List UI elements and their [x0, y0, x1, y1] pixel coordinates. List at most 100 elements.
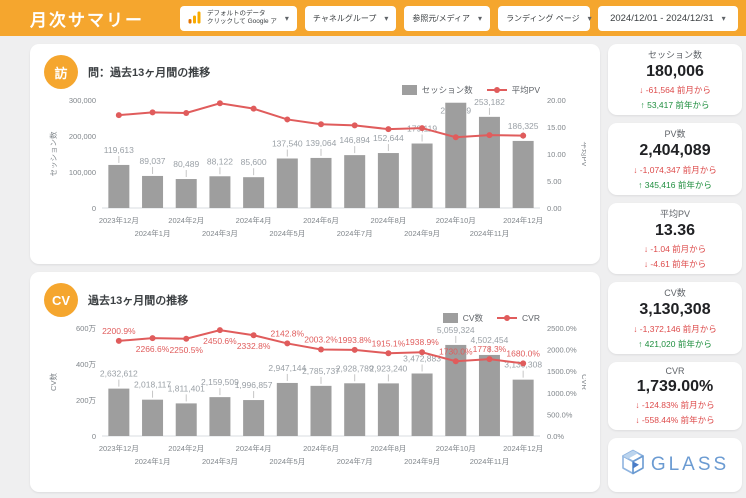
kpi-delta-mom: ↓ -61,564 前月から: [639, 85, 711, 96]
svg-text:2023年12月: 2023年12月: [99, 215, 139, 225]
bar-legend-swatch: [442, 313, 458, 323]
svg-text:1500.0%: 1500.0%: [547, 367, 577, 376]
kpi-value: 2,404,089: [639, 142, 711, 160]
kpi-title: セッション数: [647, 50, 702, 60]
svg-text:2,947,144: 2,947,144: [268, 363, 306, 373]
data-source-line2: クリックして Google ア: [207, 18, 277, 25]
svg-text:2024年11月: 2024年11月: [470, 228, 509, 238]
kpi-value: 3,130,308: [639, 301, 711, 319]
svg-text:4,502,454: 4,502,454: [471, 335, 509, 345]
line-legend-swatch: [497, 315, 518, 321]
google-analytics-icon: [188, 11, 201, 26]
kpi-delta-yoy: ↑ 53,417 前年から: [640, 100, 710, 111]
svg-text:1993.8%: 1993.8%: [338, 335, 372, 345]
kpi-title: CVR: [665, 365, 685, 376]
svg-text:1,811,401: 1,811,401: [168, 383, 205, 393]
date-range-label: 2024/12/01 - 2024/12/31: [610, 12, 714, 24]
svg-text:2,018,117: 2,018,117: [134, 380, 171, 390]
line-legend-label: 平均PV: [511, 85, 540, 95]
bar-legend-label: CV数: [462, 313, 484, 323]
svg-text:2,928,789: 2,928,789: [336, 363, 374, 373]
page-title: 月次サマリー: [30, 10, 144, 30]
svg-text:200,000: 200,000: [69, 132, 96, 141]
kpi-delta-mom: ↓ -1.04 前月から: [643, 244, 707, 255]
svg-text:2024年11月: 2024年11月: [470, 456, 509, 466]
svg-text:2024年5月: 2024年5月: [269, 456, 305, 466]
svg-text:2024年12月: 2024年12月: [503, 443, 543, 453]
svg-text:3,472,883: 3,472,883: [403, 353, 441, 363]
cv-chart-badge: CV: [44, 283, 78, 317]
line-legend-label: CVR: [522, 313, 540, 323]
sessions-chart-title: 問：過去13ヶ月間の推移: [88, 67, 211, 79]
svg-text:0.00: 0.00: [547, 204, 562, 213]
svg-text:CVR: CVR: [580, 374, 586, 390]
sessions-chart-badge: 訪: [44, 55, 78, 89]
svg-text:1778.3%: 1778.3%: [473, 344, 507, 354]
kpi-value: 13.36: [654, 221, 696, 239]
svg-text:平均PV: 平均PV: [580, 141, 586, 166]
svg-text:139,064: 139,064: [306, 138, 337, 148]
svg-text:2024年8月: 2024年8月: [370, 443, 406, 453]
sessions-chart: 0 100,000 200,000 300,000 0.00 5.00 10.00 15.00…: [48, 96, 586, 238]
header-bar: 月次サマリー デフォルトのデータ クリックして Google ア ▾ チャネルグ…: [0, 0, 746, 36]
svg-text:2024年9月: 2024年9月: [404, 228, 440, 238]
svg-text:1680.0%: 1680.0%: [506, 348, 540, 358]
svg-text:80,489: 80,489: [173, 159, 199, 169]
svg-text:500.0%: 500.0%: [547, 410, 573, 419]
kpi-title: CV数: [664, 288, 686, 299]
svg-text:2,923,240: 2,923,240: [369, 363, 407, 373]
svg-text:2,159,509: 2,159,509: [201, 377, 239, 387]
svg-text:300,000: 300,000: [69, 96, 96, 105]
landing-page-label: ランディング ページ: [506, 13, 580, 23]
kpi-card-cvr: CVR 1,739.00% ↓ -124.83% 前月から ↓ -558.44%…: [608, 361, 742, 430]
source-medium-dropdown[interactable]: 参照元/メディア ▾: [404, 5, 491, 31]
chevron-down-icon: ▾: [587, 13, 592, 23]
kpi-delta-mom: ↓ -1,074,347 前月から: [633, 164, 717, 175]
glass-logo-text: GLASS: [650, 453, 730, 475]
svg-text:2024年4月: 2024年4月: [236, 443, 272, 453]
source-medium-label: 参照元/メディア: [412, 13, 471, 23]
svg-text:2142.8%: 2142.8%: [271, 328, 305, 338]
svg-text:1730.0%: 1730.0%: [439, 346, 473, 356]
cv-chart-legend: CV数 CVR: [442, 312, 540, 324]
svg-text:2023年12月: 2023年12月: [99, 443, 139, 453]
svg-text:2024年10月: 2024年10月: [436, 443, 476, 453]
svg-text:600万: 600万: [76, 324, 97, 333]
bar-legend-label: セッション数: [421, 85, 473, 95]
sessions-chart-legend: セッション数 平均PV: [401, 84, 540, 96]
svg-text:2,632,612: 2,632,612: [100, 369, 138, 379]
svg-text:88,122: 88,122: [207, 156, 233, 166]
kpi-delta-mom: ↓ -124.83% 前月から: [635, 399, 715, 410]
cv-chart-card: CV 過去13ヶ月間の推移 CV数 CVR 0 200万 400万 600万 0.0% 5…: [30, 272, 600, 492]
svg-text:2200.9%: 2200.9%: [102, 326, 136, 336]
date-range-dropdown[interactable]: 2024/12/01 - 2024/12/31 ▾: [598, 5, 738, 31]
landing-page-dropdown[interactable]: ランディング ページ ▾: [498, 5, 592, 31]
kpi-column: セッション数 180,006 ↓ -61,564 前月から ↑ 53,417 前…: [608, 44, 742, 492]
svg-text:2024年1月: 2024年1月: [135, 456, 171, 466]
data-source-line1: デフォルトのデータ: [207, 9, 266, 17]
cv-chart-title: 過去13ヶ月間の推移: [88, 295, 189, 307]
kpi-card-sessions: セッション数 180,006 ↓ -61,564 前月から ↑ 53,417 前…: [608, 44, 742, 116]
svg-text:119,613: 119,613: [104, 145, 134, 155]
svg-text:152,644: 152,644: [373, 133, 404, 143]
svg-text:2024年2月: 2024年2月: [168, 215, 204, 225]
svg-text:186,325: 186,325: [508, 121, 539, 131]
cv-chart: 0 200万 400万 600万 0.0% 500.0% 1000.0% 1500.0% 200…: [48, 324, 586, 466]
svg-text:89,037: 89,037: [140, 156, 166, 166]
data-source-dropdown[interactable]: デフォルトのデータ クリックして Google ア ▾: [180, 5, 297, 31]
channel-group-dropdown[interactable]: チャネルグループ ▾: [304, 5, 397, 31]
kpi-delta-yoy: ↑ 345,416 前年から: [638, 179, 712, 190]
kpi-value: 180,006: [646, 63, 704, 80]
kpi-card-cv: CV数 3,130,308 ↓ -1,372,146 前月から ↑ 421,02…: [608, 282, 742, 354]
svg-text:0: 0: [92, 432, 96, 441]
svg-text:10.00: 10.00: [547, 150, 566, 159]
svg-text:1,996,857: 1,996,857: [235, 380, 273, 390]
svg-text:2024年3月: 2024年3月: [202, 228, 238, 238]
svg-text:253,182: 253,182: [474, 97, 505, 107]
svg-text:1915.1%: 1915.1%: [372, 338, 406, 348]
line-legend-swatch: [486, 87, 507, 93]
svg-text:セッション数: セッション数: [48, 131, 58, 176]
svg-text:2266.6%: 2266.6%: [136, 344, 170, 354]
svg-text:2024年3月: 2024年3月: [202, 456, 238, 466]
kpi-title: PV数: [664, 129, 686, 140]
